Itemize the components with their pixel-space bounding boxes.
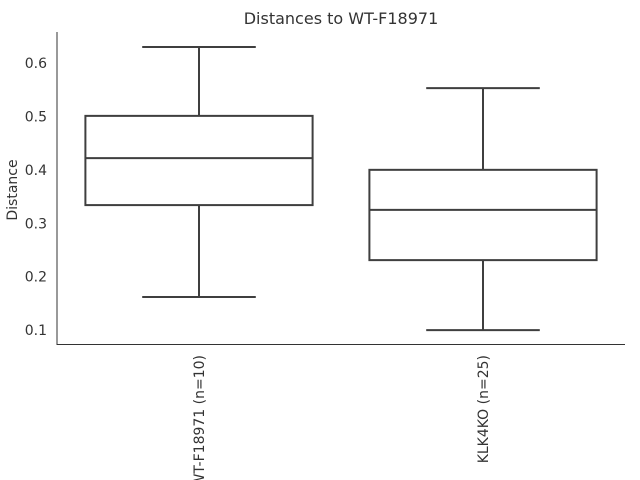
x-tick-label: KLK4KO (n=25) [476,355,492,463]
box [368,168,598,262]
y-tick-label: 0.2 [25,270,47,286]
x-tick-label: WT-F18971 (n=10) [192,355,208,480]
y-tick-label: 0.6 [25,56,47,72]
y-tick-label: 0.4 [25,163,47,179]
y-tick-label: 0.3 [25,216,47,232]
y-axis-label: Distance [5,159,21,220]
box [84,114,314,207]
chart-title: Distances to WT-F18971 [244,9,439,28]
y-tick-label: 0.1 [25,323,47,339]
y-tick-label: 0.5 [25,109,47,125]
